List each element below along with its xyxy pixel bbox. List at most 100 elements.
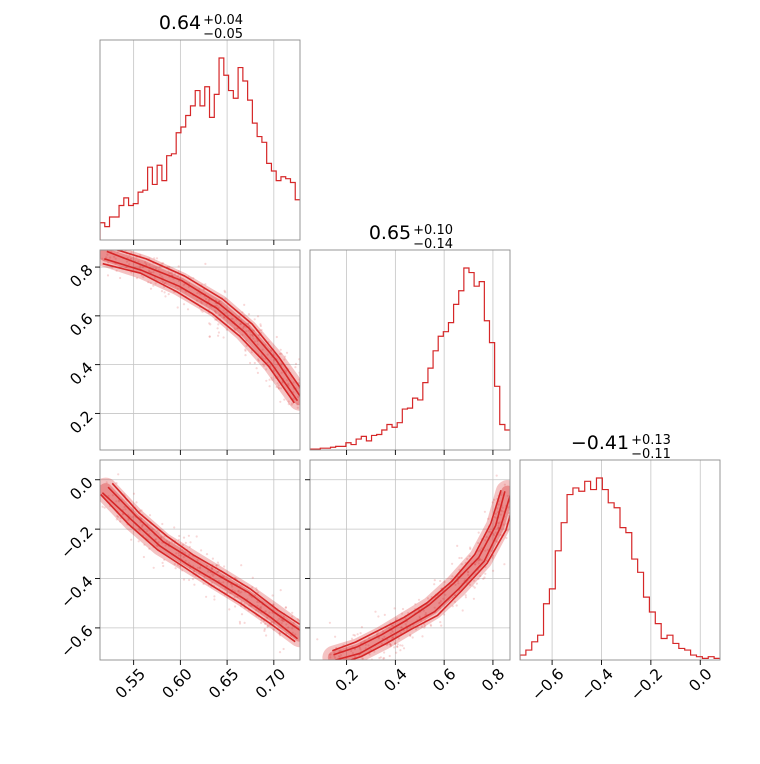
contour-line: [101, 492, 299, 640]
scatter-point: [117, 515, 120, 519]
scatter-point: [158, 531, 161, 534]
histogram-hist-0: [100, 57, 300, 240]
scatter-point: [259, 605, 262, 608]
scatter-point: [247, 329, 250, 332]
scatter-point: [115, 269, 118, 272]
y-tick-label: −0.6: [57, 622, 96, 661]
panel-content: [310, 267, 510, 450]
scatter-point: [266, 616, 269, 619]
scatter-point: [443, 580, 446, 584]
scatter-point: [176, 306, 179, 309]
scatter-point: [238, 620, 241, 623]
scatter-point: [201, 310, 204, 313]
scatter-point: [160, 275, 163, 278]
scatter-point: [328, 621, 331, 624]
scatter-point: [242, 325, 245, 328]
scatter-point: [253, 340, 256, 343]
scatter-point: [106, 274, 110, 277]
scatter-point: [196, 566, 199, 569]
scatter-point: [461, 609, 464, 612]
scatter-point: [512, 511, 514, 513]
scatter-point: [192, 277, 195, 280]
scatter-point: [316, 638, 319, 641]
scatter-point: [500, 493, 503, 496]
scatter-point: [460, 556, 463, 560]
scatter-point: [153, 257, 156, 260]
scatter-point: [253, 361, 256, 365]
scatter-point: [516, 502, 518, 504]
scatter-point: [490, 550, 493, 553]
scatter-point: [393, 646, 396, 649]
contour-line: [106, 250, 300, 398]
scatter-point: [292, 381, 295, 384]
scatter-point: [294, 362, 298, 365]
scatter-point: [159, 265, 162, 268]
scatter-point: [143, 543, 146, 546]
scatter-point: [278, 632, 281, 635]
scatter-point: [200, 549, 203, 552]
scatter-point: [222, 309, 225, 312]
scatter-point: [390, 637, 393, 640]
scatter-point: [141, 524, 144, 527]
scatter-point: [503, 563, 506, 566]
scatter-point: [247, 313, 251, 316]
scatter-point: [239, 322, 242, 325]
scatter-point: [155, 544, 158, 547]
scatter-point: [280, 371, 283, 374]
scatter-point: [128, 241, 130, 243]
scatter-point: [123, 505, 126, 509]
scatter-point: [198, 567, 202, 570]
scatter-point: [291, 627, 294, 630]
scatter-point: [433, 583, 436, 586]
scatter-point: [433, 606, 436, 609]
scatter-point: [217, 331, 220, 334]
scatter-point: [182, 556, 185, 559]
scatter-point: [216, 327, 219, 330]
scatter-point: [270, 376, 273, 380]
scatter-point: [238, 591, 241, 594]
contour-line: [333, 491, 506, 656]
scatter-point: [177, 270, 180, 273]
scatter-point: [252, 337, 255, 340]
scatter-point: [279, 400, 282, 403]
scatter-point: [196, 559, 199, 562]
scatter-point: [251, 333, 254, 336]
scatter-point: [391, 629, 394, 632]
scatter-point: [342, 661, 344, 663]
scatter-point: [272, 369, 276, 372]
scatter-point: [119, 520, 122, 523]
scatter-point: [414, 628, 418, 631]
scatter-point: [401, 607, 405, 611]
scatter-point: [249, 361, 252, 365]
scatter-point: [473, 563, 476, 566]
scatter-point: [391, 636, 395, 639]
scatter-point: [178, 534, 181, 538]
scatter-point: [401, 644, 404, 647]
scatter-point: [247, 322, 250, 326]
scatter-point: [280, 362, 283, 365]
x-tick-label: 0.70: [252, 665, 289, 702]
scatter-point: [328, 653, 331, 656]
scatter-point: [251, 586, 254, 589]
scatter-point: [141, 525, 144, 528]
scatter-point: [426, 597, 430, 600]
scatter-point: [497, 503, 500, 506]
scatter-point: [460, 563, 463, 566]
x-tick-label: 0.4: [381, 665, 411, 695]
scatter-point: [142, 276, 145, 279]
scatter-point: [180, 549, 184, 552]
scatter-point: [101, 257, 104, 260]
scatter-point: [292, 621, 295, 624]
scatter-point: [477, 577, 480, 581]
scatter-point: [214, 318, 217, 321]
panel-hist-0: 0.64 +0.04−0.05: [99, 12, 301, 245]
scatter-point: [142, 555, 145, 559]
x-tick-label: −0.2: [627, 665, 666, 704]
panel-frame: [99, 249, 301, 451]
scatter-point: [272, 628, 275, 631]
scatter-point: [244, 349, 247, 352]
scatter-point: [149, 287, 153, 290]
panel-frame: [309, 459, 511, 661]
scatter-point: [241, 311, 244, 314]
